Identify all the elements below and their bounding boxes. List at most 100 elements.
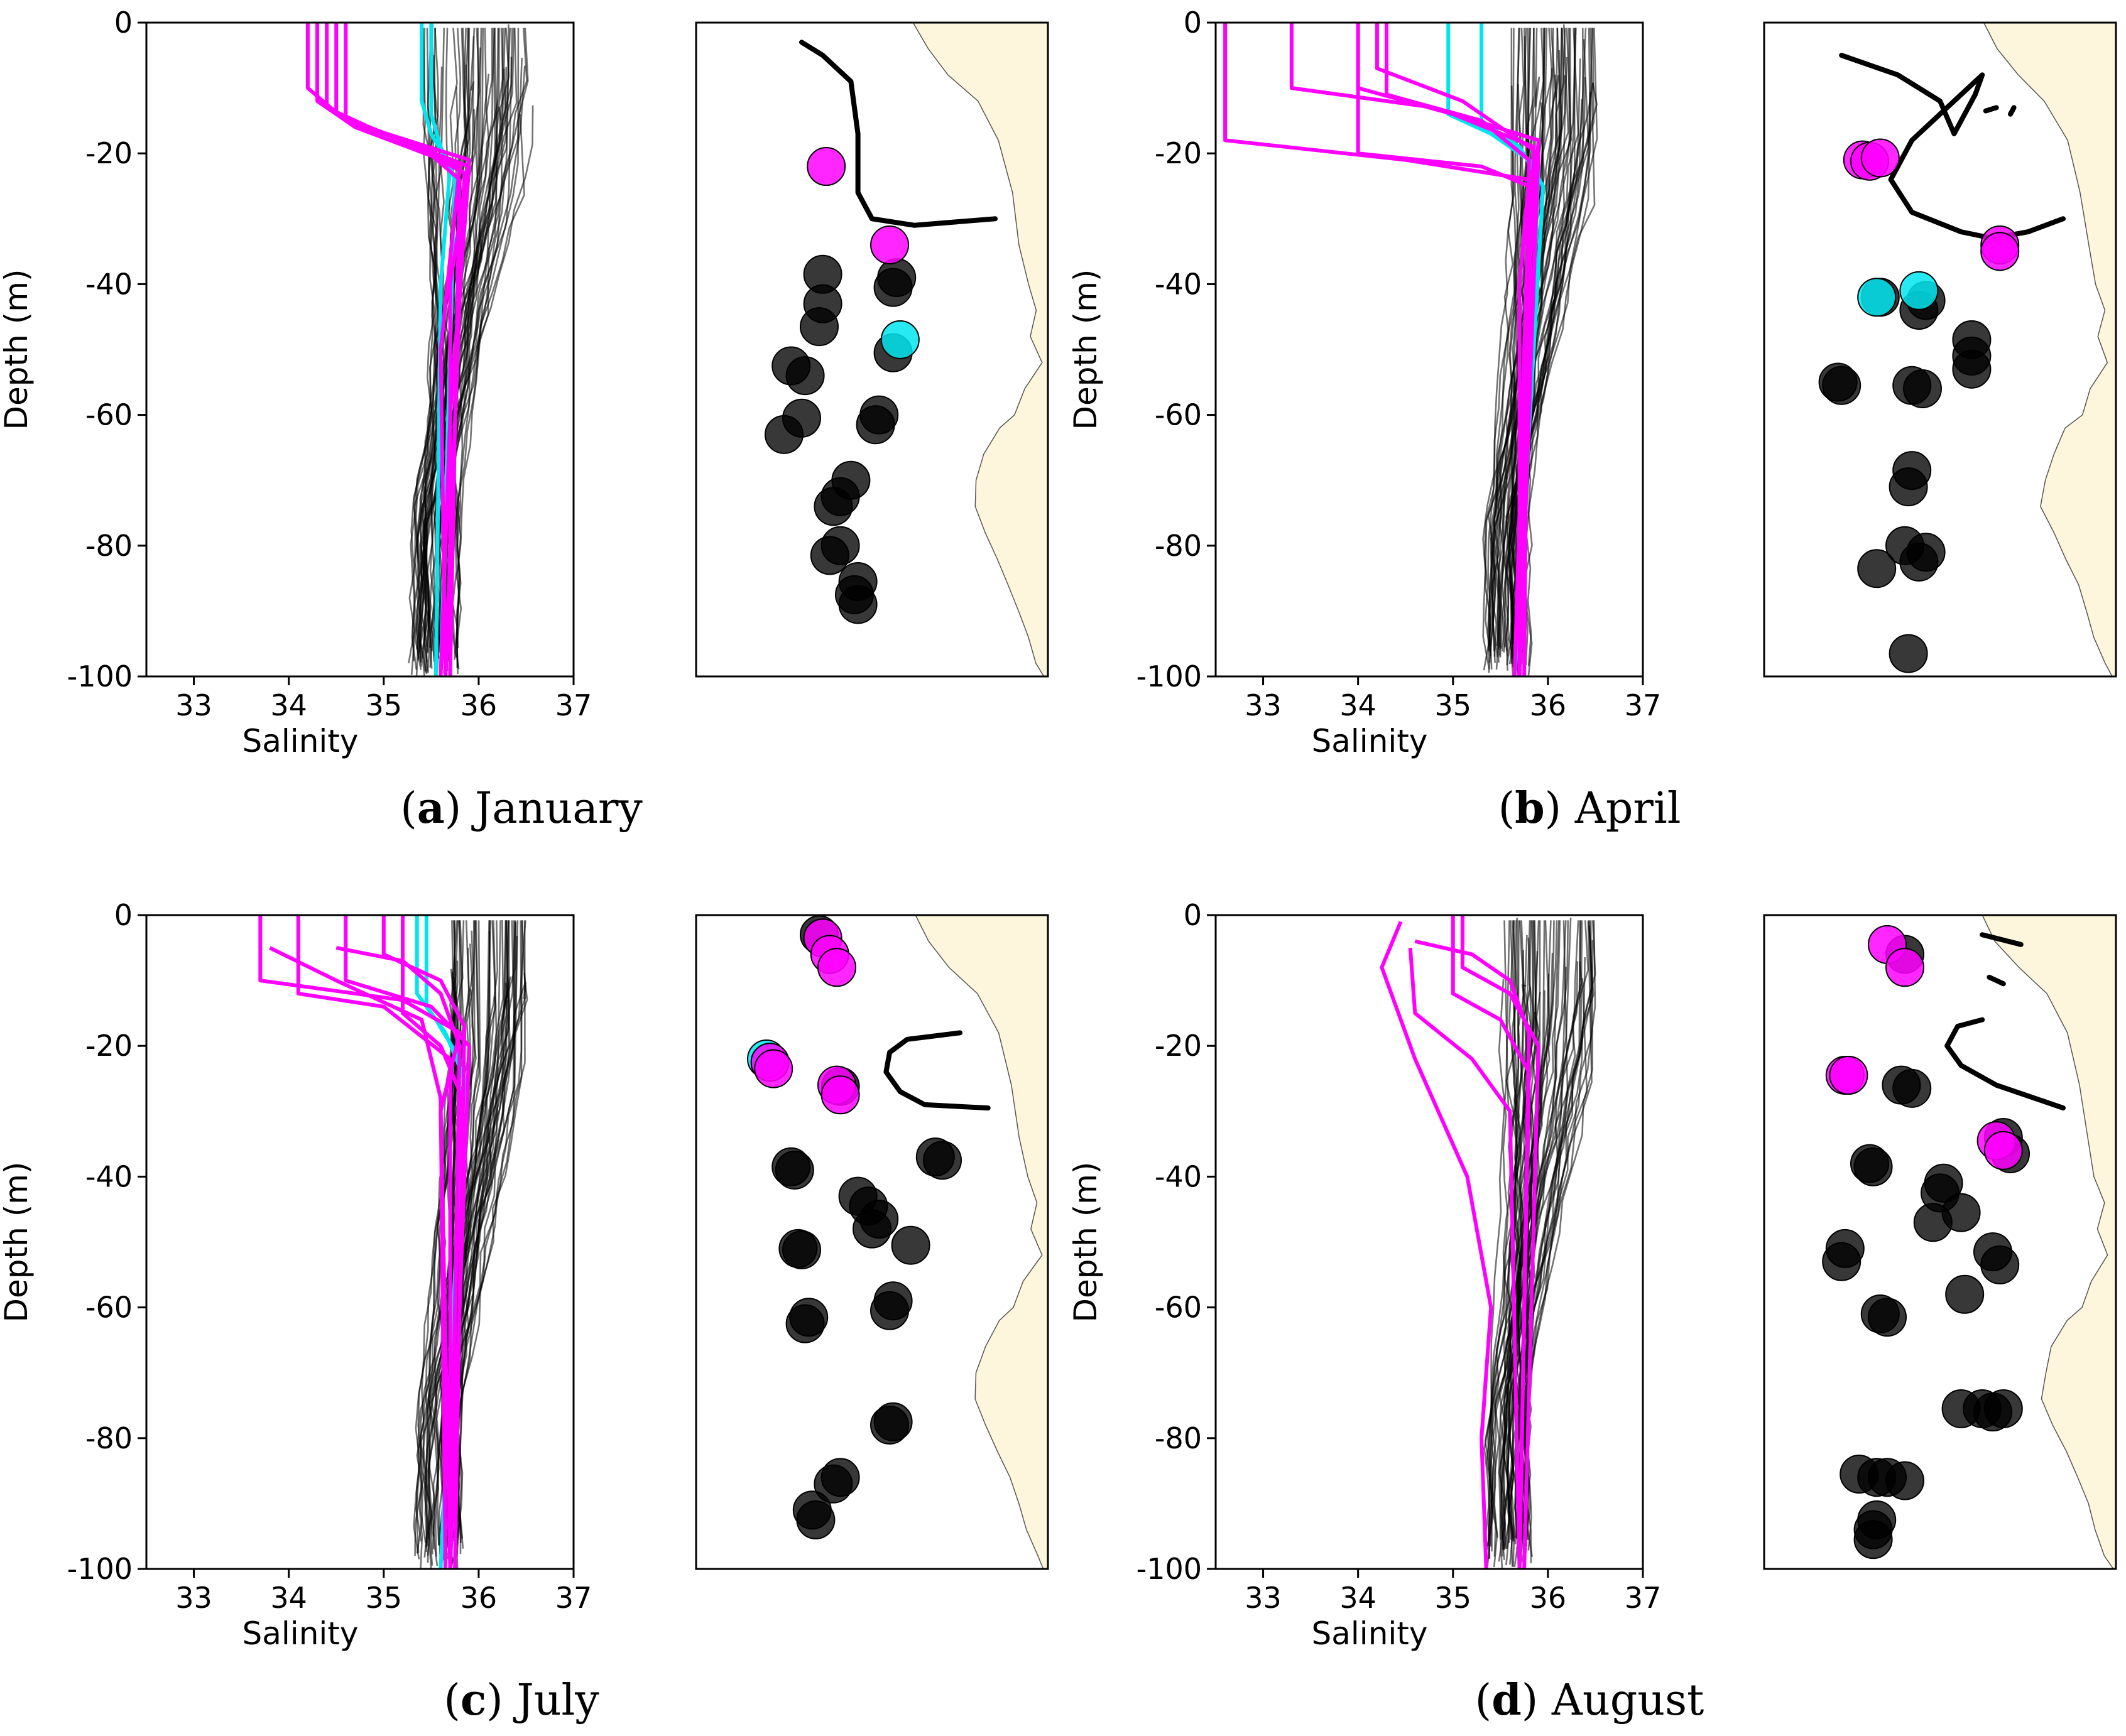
y-tick-label: -40 bbox=[85, 267, 133, 301]
map-frame bbox=[1763, 914, 2117, 1570]
station-black-marker bbox=[1889, 634, 1928, 673]
magenta-profile-line bbox=[1414, 939, 1531, 1569]
x-tick-label: 37 bbox=[1625, 688, 1662, 722]
y-axis-label: Depth (m) bbox=[1067, 269, 1104, 430]
station-magenta-marker bbox=[817, 948, 856, 987]
y-tick-label: 0 bbox=[1184, 898, 1202, 932]
x-tick-label: 34 bbox=[270, 1581, 307, 1615]
station-black-marker bbox=[785, 1304, 825, 1343]
profile-chart-january: 33 34 35 36 37 0 -20 -40 -60 -80 -100 Salinity Depth… bbox=[0, 6, 592, 759]
map-area bbox=[747, 915, 1048, 1569]
station-black-marker bbox=[814, 1464, 853, 1504]
station-black-marker bbox=[838, 585, 878, 624]
x-tick-label: 33 bbox=[1245, 688, 1282, 722]
station-black-marker bbox=[814, 487, 853, 526]
station-black-marker bbox=[782, 1230, 821, 1269]
y-tick-label: -20 bbox=[85, 136, 133, 170]
y-tick-label: -100 bbox=[67, 659, 133, 693]
x-tick-label: 35 bbox=[366, 688, 403, 722]
y-tick-label: -80 bbox=[85, 529, 133, 563]
station-magenta-marker bbox=[1885, 948, 1924, 987]
caption-close-paren: ) bbox=[1522, 1676, 1552, 1725]
caption-letter: c bbox=[461, 1675, 486, 1725]
magenta-profile-line bbox=[1380, 921, 1493, 1569]
y-tick-label: 0 bbox=[114, 898, 133, 932]
y-tick-label: -40 bbox=[85, 1159, 133, 1193]
y-tick-label: -80 bbox=[1155, 1421, 1202, 1455]
y-tick-label: -100 bbox=[1137, 1552, 1202, 1586]
map-area bbox=[1822, 915, 2116, 1569]
x-tick-label: 34 bbox=[270, 688, 307, 722]
land-mass bbox=[1982, 915, 2116, 1569]
caption-close-paren: ) bbox=[486, 1676, 516, 1725]
panel-caption: (d) August bbox=[1475, 1675, 1704, 1725]
magenta-profiles bbox=[1380, 915, 1540, 1569]
station-black-marker bbox=[1822, 366, 1862, 405]
cyan-profile-line bbox=[1480, 23, 1545, 676]
station-cyan-marker bbox=[1899, 271, 1939, 310]
land-mass bbox=[915, 915, 1048, 1569]
black-profiles bbox=[1482, 24, 1598, 676]
magenta-profile-line bbox=[344, 23, 462, 676]
x-tick-label: 35 bbox=[366, 1581, 403, 1615]
y-tick-label: -40 bbox=[1155, 267, 1202, 301]
plot-frame bbox=[145, 914, 575, 1570]
caption-letter: d bbox=[1491, 1675, 1522, 1725]
x-tick-label: 36 bbox=[461, 1581, 498, 1615]
y-tick-label: -60 bbox=[85, 398, 133, 432]
station-black-marker bbox=[853, 1209, 891, 1249]
y-tick-label: -20 bbox=[1155, 1029, 1202, 1063]
caption-open-paren: ( bbox=[1475, 1676, 1492, 1725]
front-line bbox=[1987, 974, 2006, 987]
station-black-marker bbox=[800, 307, 839, 347]
station-magenta-marker bbox=[1980, 232, 2020, 271]
station-black-marker bbox=[1945, 1274, 1985, 1314]
station-black-marker bbox=[1903, 369, 1942, 408]
y-tick-label: -80 bbox=[85, 1421, 133, 1455]
y-tick-label: -20 bbox=[85, 1029, 133, 1063]
magenta-profiles bbox=[305, 23, 471, 676]
station-black-marker bbox=[1952, 349, 1992, 389]
station-black-marker bbox=[856, 405, 895, 445]
caption-month: April bbox=[1574, 784, 1681, 833]
location-map-july bbox=[695, 914, 1049, 1570]
panel-caption: (b) April bbox=[1498, 783, 1681, 833]
y-tick-label: -60 bbox=[85, 1291, 133, 1325]
x-tick-label: 34 bbox=[1339, 1581, 1376, 1615]
station-black-marker bbox=[870, 1291, 909, 1330]
magenta-profile-line bbox=[315, 23, 462, 676]
x-tick-label: 33 bbox=[175, 688, 212, 722]
y-axis-label: Depth (m) bbox=[0, 1162, 35, 1323]
magenta-profile-line bbox=[1375, 23, 1540, 676]
x-axis-label: Salinity bbox=[243, 1615, 359, 1652]
station-black-marker bbox=[1857, 549, 1897, 589]
land-mass bbox=[1983, 23, 2116, 676]
station-magenta-marker bbox=[807, 147, 846, 187]
black-profile-line bbox=[1499, 28, 1521, 649]
station-black-marker bbox=[873, 268, 913, 307]
panel-caption: (c) July bbox=[444, 1675, 599, 1725]
y-tick-label: -100 bbox=[1137, 659, 1202, 693]
profile-chart-august: 33 34 35 36 37 0 -20 -40 -60 -80 -100 Salinity Depth… bbox=[1067, 898, 1661, 1652]
front-line bbox=[2008, 105, 2017, 117]
caption-month: August bbox=[1551, 1676, 1704, 1725]
magenta-profile-line bbox=[1460, 915, 1540, 1569]
magenta-profile-line bbox=[1356, 23, 1531, 676]
station-magenta-marker bbox=[1829, 1056, 1868, 1095]
caption-open-paren: ( bbox=[1498, 784, 1515, 833]
map-area bbox=[1818, 23, 2116, 676]
panel-caption: (a) January bbox=[400, 783, 643, 833]
front-line bbox=[1980, 932, 2024, 947]
station-black-marker bbox=[1980, 1245, 2020, 1284]
caption-month: January bbox=[471, 784, 643, 833]
station-black-marker bbox=[1983, 1389, 2023, 1428]
x-axis-label: Salinity bbox=[1312, 1615, 1428, 1652]
station-black-marker bbox=[1853, 1520, 1893, 1560]
station-black-marker bbox=[1892, 1068, 1932, 1108]
caption-open-paren: ( bbox=[400, 784, 417, 833]
caption-month: July bbox=[513, 1676, 599, 1725]
x-tick-label: 35 bbox=[1435, 688, 1472, 722]
y-tick-label: -60 bbox=[1155, 1291, 1202, 1325]
caption-letter: a bbox=[417, 783, 445, 833]
